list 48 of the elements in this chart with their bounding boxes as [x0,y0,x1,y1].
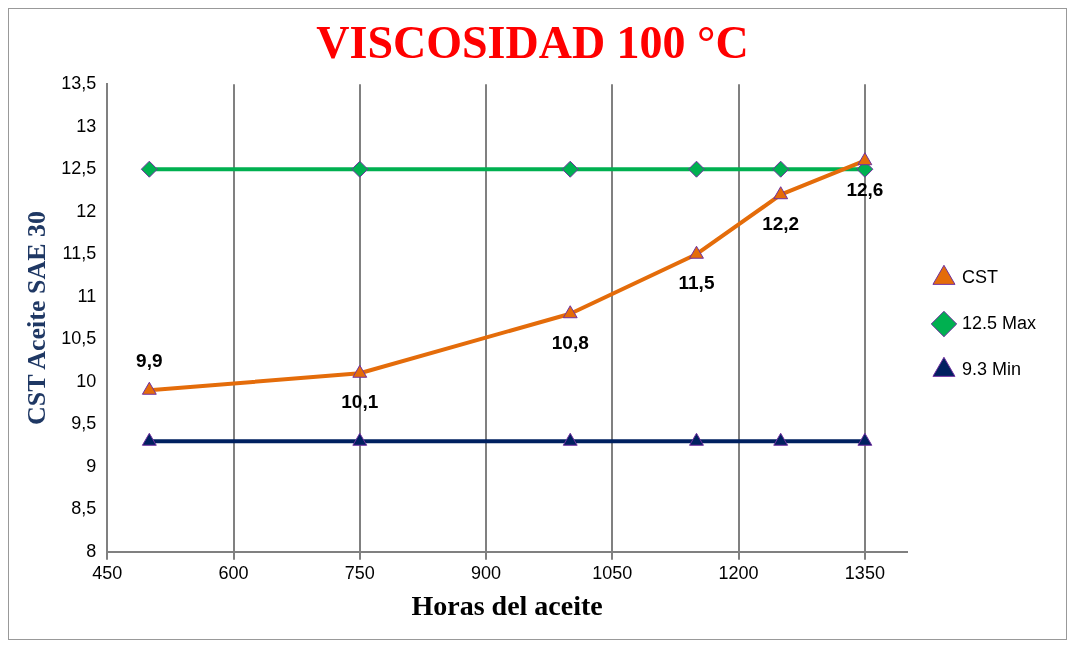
point [561,160,579,178]
point [772,160,790,178]
y-tick-label: 8 [86,540,97,561]
data-label: 12,6 [846,178,884,200]
point [689,432,704,446]
y-tick-label: 10 [76,370,97,391]
x-axis-title: Horas del aceite [411,590,603,622]
data-label: 10,1 [341,391,379,413]
y-axis-title: CST Aceite SAE 30 [22,210,52,426]
point [562,305,578,319]
x-tick-label: 900 [471,562,502,583]
point [351,160,369,178]
point [352,364,368,378]
legend-label: 9.3 Min [961,358,1021,379]
legend-label: 12.5 Max [961,312,1037,333]
point [773,186,789,200]
point [857,432,873,446]
y-tick-label: 9 [86,455,97,476]
y-tick-label: 12,5 [61,158,97,179]
data-label: 9,9 [136,350,163,372]
x-tick-label: 1200 [718,562,759,583]
y-tick-label: 12 [76,200,97,221]
point [141,381,157,395]
y-tick-label: 13,5 [61,73,97,94]
data-label: 10,8 [551,331,589,353]
point [857,152,873,166]
point [140,160,158,178]
x-tick-label: 1050 [592,562,633,583]
data-label: 11,5 [678,272,715,294]
y-tick-label: 10,5 [61,328,97,349]
y-tick-label: 13 [76,115,97,136]
point [352,432,368,446]
point [689,245,704,259]
x-tick-label: 750 [344,562,375,583]
y-tick-label: 9,5 [71,413,97,434]
data-label: 12,2 [762,212,800,234]
x-tick-label: 1350 [844,562,885,583]
chart-title: VISCOSIDAD 100 °C [316,17,749,69]
point [773,432,789,446]
x-tick-label: 450 [92,562,123,583]
y-tick-label: 11 [77,285,97,306]
point [562,432,578,446]
y-tick-label: 8,5 [71,498,97,519]
point [688,160,706,178]
legend-label: CST [961,266,998,287]
y-tick-label: 11,5 [62,243,97,264]
x-tick-label: 600 [218,562,249,583]
point [141,432,157,446]
